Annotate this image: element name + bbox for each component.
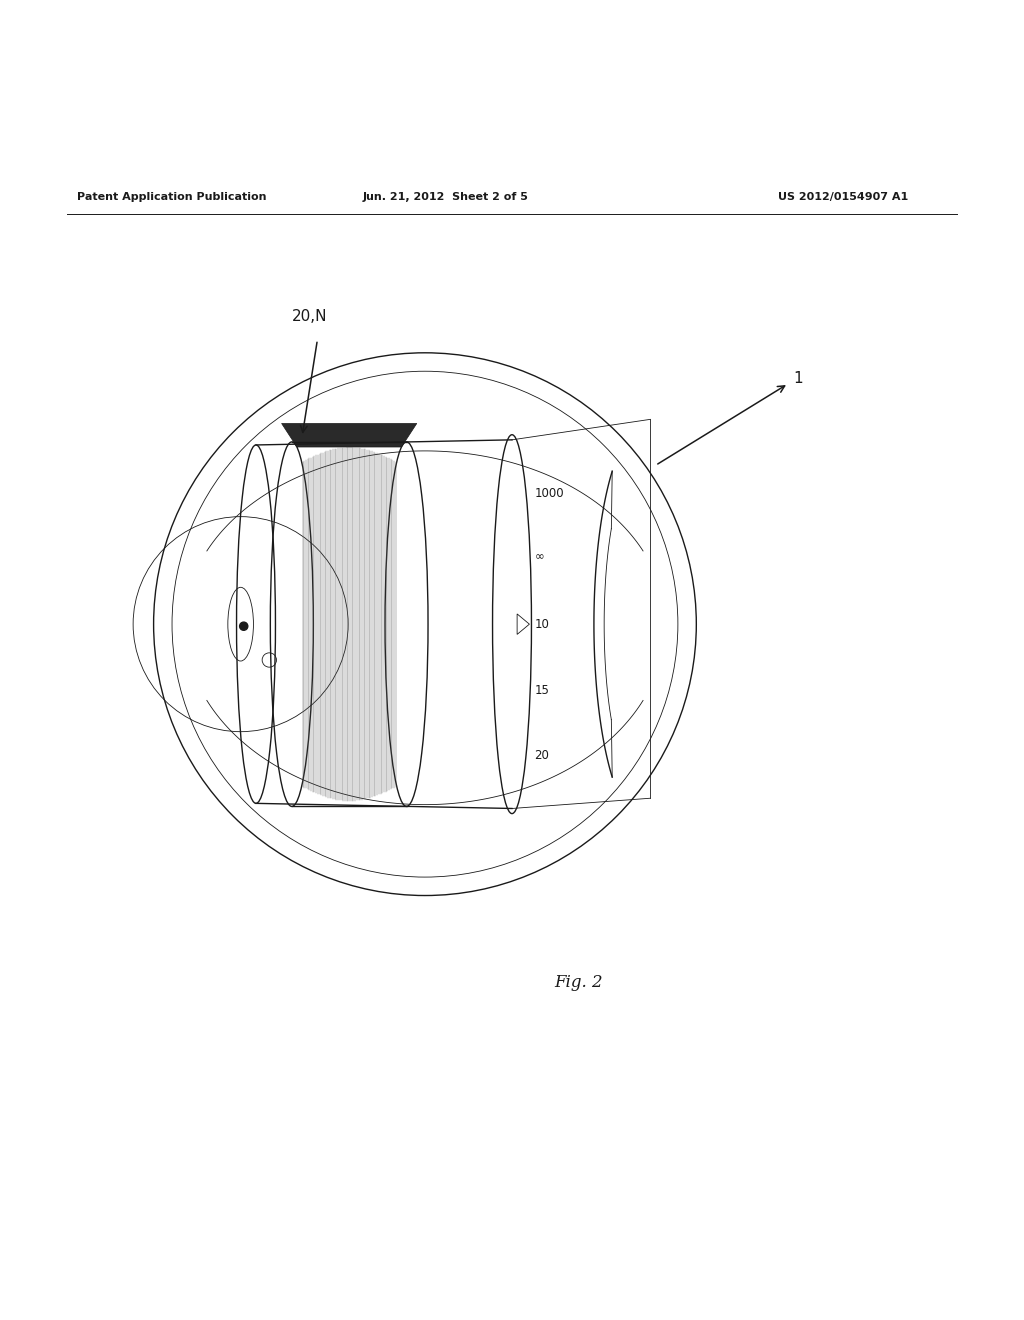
Circle shape [240,622,248,631]
Text: 20: 20 [535,748,550,762]
Text: 20,N: 20,N [292,309,328,325]
Text: Patent Application Publication: Patent Application Publication [77,193,266,202]
Text: Fig. 2: Fig. 2 [554,974,603,991]
Text: ∞: ∞ [535,550,545,564]
Polygon shape [282,424,417,447]
Text: 1: 1 [794,371,803,385]
Text: 15: 15 [535,684,550,697]
Text: 1000: 1000 [535,487,564,499]
Text: US 2012/0154907 A1: US 2012/0154907 A1 [778,193,908,202]
Text: 10: 10 [535,618,550,631]
Text: Jun. 21, 2012  Sheet 2 of 5: Jun. 21, 2012 Sheet 2 of 5 [362,193,528,202]
